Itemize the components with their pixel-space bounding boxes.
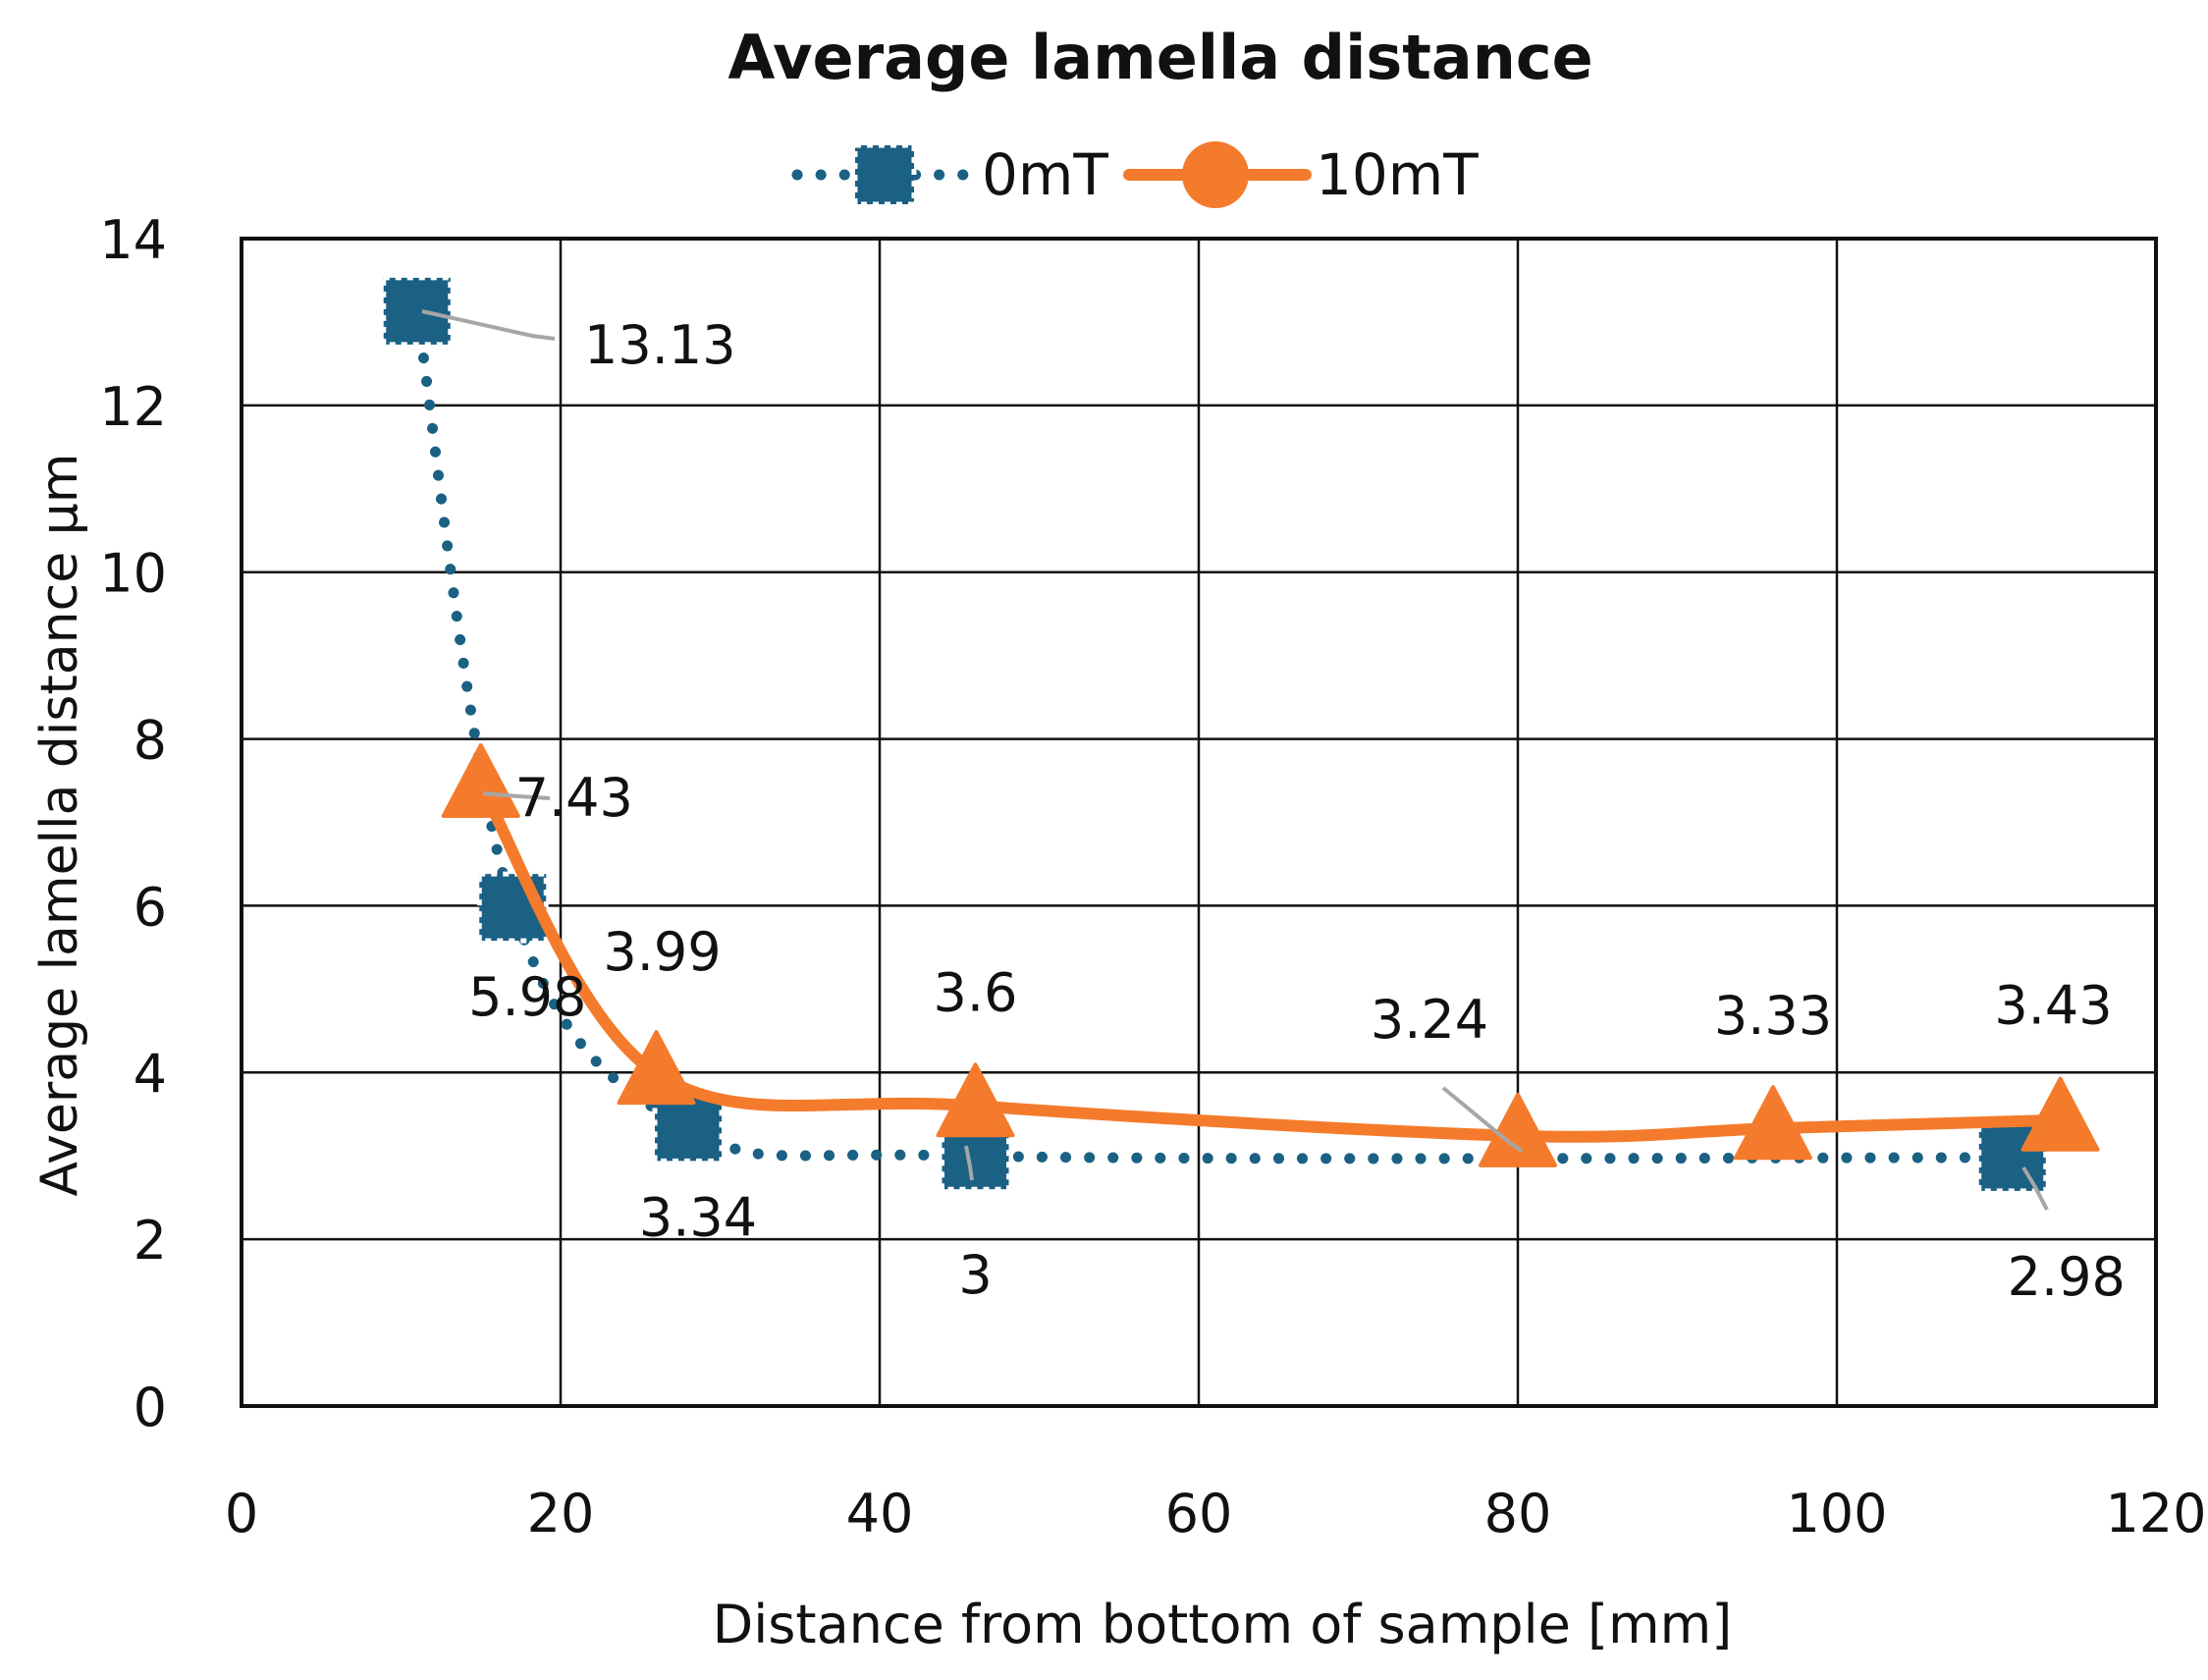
leader-line [421,309,556,341]
y-tick-label: 14 [99,209,167,271]
series-10mT-marker [936,1062,1015,1138]
legend-10mT-label: 10mT [1316,141,1479,208]
legend-10mT-marker [1182,141,1249,208]
legend: 0mT 10mT [791,141,1479,208]
x-tick-label: 80 [1484,1483,1552,1545]
data-label: 3.33 [1714,985,1832,1047]
y-axis-title: Average lamella distance µm [30,454,89,1197]
axes: 0 2 4 6 8 10 12 14 0 20 40 60 80 100 120 [99,209,2206,1545]
data-label: 3.43 [1994,975,2112,1037]
data-label: 3.24 [1371,989,1488,1051]
data-label: 3.34 [639,1186,757,1248]
legend-0mT-label: 0mT [982,141,1108,208]
series-10mT-marker [1734,1085,1812,1161]
y-tick-label: 8 [134,710,167,772]
data-labels: 13.13 5.98 3.34 3 2.98 7.43 3.99 3.6 3.24 3.33 3.4… [421,309,2126,1308]
data-label: 13.13 [584,314,736,376]
data-label: 2.98 [2008,1246,2126,1308]
series-10mT-marker [617,1030,696,1106]
leader-line [2021,1165,2049,1211]
x-tick-label: 120 [2105,1483,2206,1545]
y-tick-label: 2 [134,1210,167,1272]
data-label: 3.99 [603,921,721,983]
chart-title: Average lamella distance [727,22,1592,93]
leader-line [964,1145,974,1181]
grid [242,239,2156,1406]
x-tick-label: 40 [846,1483,914,1545]
x-tick-label: 100 [1786,1483,1887,1545]
series-10mT-marker [2020,1076,2100,1152]
leader-line [1441,1086,1524,1153]
x-tick-label: 20 [527,1483,595,1545]
y-tick-label: 0 [134,1377,167,1438]
x-axis-title: Distance from bottom of sample [mm] [713,1594,1733,1655]
data-label: 3 [958,1244,992,1306]
y-tick-label: 4 [134,1043,167,1105]
series-10mT-marker [1479,1092,1557,1167]
series-0mT-marker [381,275,454,348]
data-label: 3.6 [934,961,1018,1023]
y-tick-label: 10 [99,543,167,605]
legend-0mT-marker [852,142,917,207]
x-tick-label: 0 [225,1483,258,1545]
leader-line [482,791,551,800]
data-label: 7.43 [515,767,633,829]
y-tick-label: 12 [99,376,167,438]
y-tick-label: 6 [134,876,167,938]
series-0mT-marker [652,1091,725,1164]
series-10mT-marker [441,742,520,818]
series [381,275,2100,1194]
x-tick-label: 60 [1165,1483,1233,1545]
data-label: 5.98 [468,966,586,1028]
plot-area-border [240,237,2158,1408]
